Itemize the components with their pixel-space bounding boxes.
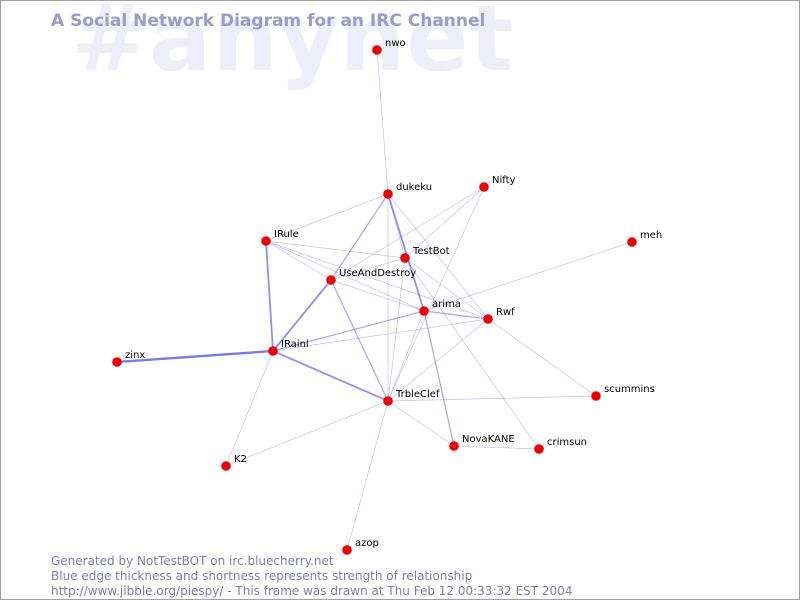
edge-useanddestroy-irainl bbox=[272, 279, 332, 352]
node-marker bbox=[383, 189, 393, 199]
node-nwo: nwo bbox=[372, 38, 406, 55]
node-marker bbox=[400, 253, 410, 263]
node-dukeku: dukeku bbox=[383, 182, 432, 199]
edge-arima-trbleclef bbox=[387, 310, 425, 402]
node-label: K2 bbox=[234, 454, 247, 465]
node-marker bbox=[591, 391, 601, 401]
edge-irainl-trbleclef bbox=[272, 350, 389, 402]
node-marker bbox=[483, 314, 493, 324]
nodes-layer: nwo dukeku Nifty IRule TestBot meh UseAndDestr… bbox=[112, 38, 662, 555]
edge-novakane-crimsun bbox=[453, 445, 540, 450]
node-marker bbox=[261, 236, 271, 246]
node-marker bbox=[383, 396, 393, 406]
node-marker bbox=[479, 182, 489, 192]
node-label: NovaKANE bbox=[462, 434, 515, 445]
footer-frame-info: http://www.jibble.org/piespy/ - This fra… bbox=[51, 584, 573, 598]
node-marker bbox=[112, 357, 122, 367]
edge-irainl-zinx bbox=[115, 349, 275, 364]
edge-dukeku-rwf bbox=[387, 193, 489, 320]
edge-useanddestroy-arima bbox=[330, 279, 425, 312]
node-trbleclef: TrbleClef bbox=[383, 389, 440, 406]
edge-irainl-k2 bbox=[225, 350, 274, 467]
node-label: arima bbox=[432, 299, 461, 310]
node-marker bbox=[342, 545, 352, 555]
edge-irule-useanddestroy bbox=[265, 240, 332, 281]
node-novakane: NovaKANE bbox=[449, 434, 515, 451]
node-testbot: TestBot bbox=[400, 246, 450, 263]
diagram-title: A Social Network Diagram for an IRC Chan… bbox=[51, 11, 486, 31]
node-crimsun: crimsun bbox=[534, 437, 587, 454]
edge-dukeku-irule bbox=[265, 193, 389, 242]
node-label: scummins bbox=[604, 384, 655, 395]
node-useanddestroy: UseAndDestroy bbox=[326, 268, 416, 285]
edge-nifty-useanddestroy bbox=[330, 186, 485, 281]
node-k2: K2 bbox=[221, 454, 247, 471]
node-arima: arima bbox=[419, 299, 461, 316]
edge-testbot-crimsun bbox=[404, 257, 540, 450]
node-marker bbox=[221, 461, 231, 471]
node-marker bbox=[419, 306, 429, 316]
edge-useanddestroy-trbleclef bbox=[330, 279, 389, 402]
edge-nifty-testbot bbox=[404, 186, 485, 259]
edge-rwf-irainl bbox=[272, 318, 489, 352]
edge-arima-novakane bbox=[423, 310, 455, 447]
node-label: IRainl bbox=[281, 339, 309, 350]
footer-legend-note: Blue edge thickness and shortness repres… bbox=[51, 569, 473, 583]
node-zinx: zinx bbox=[112, 350, 145, 367]
edge-dukeku-useanddestroy bbox=[330, 193, 389, 281]
edge-nwo-dukeku bbox=[376, 49, 389, 195]
node-label: Nifty bbox=[492, 175, 516, 186]
node-rwf: Rwf bbox=[483, 307, 515, 324]
edges-layer bbox=[115, 49, 633, 551]
node-label: crimsun bbox=[547, 437, 587, 448]
node-meh: meh bbox=[627, 230, 662, 247]
edge-irule-rwf bbox=[265, 240, 489, 320]
node-label: zinx bbox=[125, 350, 145, 361]
edge-rwf-trbleclef bbox=[387, 318, 489, 402]
node-marker bbox=[627, 237, 637, 247]
edge-irule-testbot bbox=[265, 240, 406, 259]
node-nifty: Nifty bbox=[479, 175, 516, 192]
node-label: azop bbox=[355, 538, 379, 549]
node-label: TrbleClef bbox=[395, 389, 440, 400]
edge-testbot-rwf bbox=[404, 257, 489, 320]
edge-testbot-useanddestroy bbox=[330, 257, 406, 281]
node-label: UseAndDestroy bbox=[339, 268, 416, 279]
edge-trbleclef-k2 bbox=[225, 400, 389, 467]
edge-nifty-trbleclef bbox=[387, 186, 485, 402]
edge-meh-arima bbox=[423, 241, 633, 312]
edge-irule-arima bbox=[265, 240, 425, 312]
node-marker bbox=[268, 346, 278, 356]
edge-arima-rwf bbox=[423, 310, 489, 320]
node-azop: azop bbox=[342, 538, 379, 555]
edge-dukeku-arima bbox=[387, 193, 425, 312]
edge-arima-irainl bbox=[272, 310, 425, 352]
node-label: Rwf bbox=[496, 307, 515, 318]
edge-trbleclef-azop bbox=[346, 400, 389, 551]
node-label: nwo bbox=[385, 38, 406, 49]
node-marker bbox=[326, 275, 336, 285]
node-marker bbox=[449, 441, 459, 451]
node-label: meh bbox=[640, 230, 662, 241]
node-irule: IRule bbox=[261, 229, 299, 246]
edge-rwf-scummins bbox=[487, 318, 597, 397]
node-label: IRule bbox=[274, 229, 299, 240]
footer: Generated by NotTestBOT on irc.bluecherr… bbox=[51, 554, 572, 599]
node-marker bbox=[372, 45, 382, 55]
footer-generated-by: Generated by NotTestBOT on irc.bluecherr… bbox=[51, 554, 334, 568]
node-scummins: scummins bbox=[591, 384, 655, 401]
node-irainl: IRainl bbox=[268, 339, 309, 356]
node-label: TestBot bbox=[412, 246, 450, 257]
node-marker bbox=[534, 444, 544, 454]
node-label: dukeku bbox=[396, 182, 432, 193]
edge-irule-irainl bbox=[265, 240, 274, 352]
edge-trbleclef-scummins bbox=[387, 395, 597, 402]
edge-trbleclef-novakane bbox=[387, 400, 455, 447]
edge-testbot-trbleclef bbox=[387, 257, 406, 402]
channel-watermark: #anynet bbox=[71, 0, 515, 92]
